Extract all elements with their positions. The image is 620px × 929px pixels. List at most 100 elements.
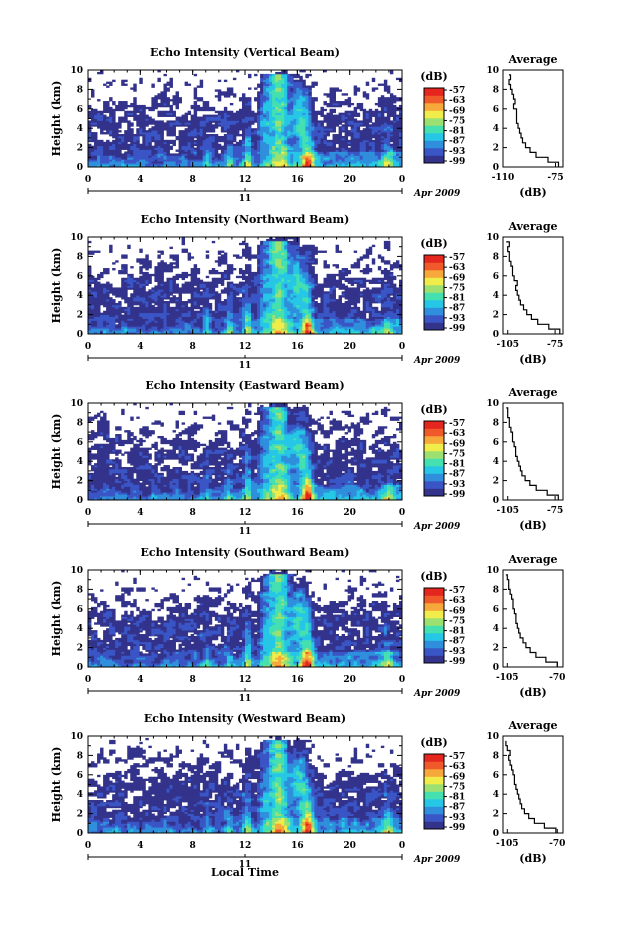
heatmap-cell — [287, 108, 291, 112]
heatmap-cell — [187, 153, 192, 156]
heatmap-cell — [245, 134, 249, 137]
heatmap-cell — [238, 110, 243, 114]
heatmap-cell — [281, 134, 285, 137]
heatmap-cell — [121, 163, 125, 166]
heatmap-cell — [157, 120, 161, 123]
heatmap-cell — [269, 112, 273, 116]
heatmap-cell — [260, 89, 264, 92]
heatmap-cell — [290, 81, 294, 84]
heatmap-cell — [235, 120, 240, 123]
heatmap-cell — [130, 293, 134, 296]
heatmap-cell — [130, 155, 134, 158]
heatmap-cell — [245, 132, 249, 135]
heatmap-cell — [290, 93, 294, 96]
heatmap-cell — [115, 137, 119, 141]
heatmap-cell — [169, 122, 173, 125]
heatmap-cell — [160, 155, 164, 158]
heatmap-cell — [266, 149, 270, 152]
heatmap-cell — [94, 157, 98, 160]
heatmap-cell — [199, 155, 204, 158]
heatmap-cell — [190, 126, 195, 129]
heatmap-cell — [266, 85, 270, 88]
heatmap-cell — [275, 73, 279, 77]
heatmap-cell — [208, 122, 213, 125]
heatmap-cell — [127, 165, 131, 168]
heatmap-cell — [124, 157, 128, 160]
heatmap-cell — [272, 139, 276, 143]
heatmap-cell — [226, 139, 231, 143]
heatmap-cell — [106, 110, 110, 114]
heatmap-cell — [275, 101, 279, 104]
heatmap-cell — [214, 159, 219, 162]
heatmap-cell — [284, 71, 288, 75]
heatmap-cell — [202, 104, 207, 108]
heatmap-cell — [205, 135, 210, 139]
heatmap-cell — [284, 120, 288, 123]
heatmap-cell — [193, 163, 198, 166]
heatmap-cell — [145, 137, 149, 141]
heatmap-cell — [241, 157, 246, 160]
heatmap-cell — [245, 110, 249, 114]
heatmap-cell — [175, 95, 179, 98]
heatmap-cell — [263, 124, 267, 127]
heatmap-cell — [341, 101, 346, 104]
heatmap-cell — [229, 153, 234, 156]
heatmap-cell — [241, 135, 246, 139]
heatmap-cell — [269, 135, 273, 139]
heatmap-cell — [115, 106, 119, 110]
heatmap-cell — [296, 135, 300, 139]
heatmap-cell — [269, 89, 273, 92]
heatmap-cell — [139, 165, 143, 168]
heatmap-cell — [145, 132, 149, 135]
heatmap-cell — [208, 124, 213, 127]
heatmap-cell — [148, 118, 152, 121]
x-tick-label: 20 — [343, 175, 356, 185]
heatmap-cell — [139, 110, 143, 114]
heatmap-cell — [275, 112, 279, 116]
heatmap-cell — [109, 244, 113, 248]
heatmap-cell — [196, 104, 201, 108]
heatmap-cell — [133, 83, 137, 86]
heatmap-cell — [220, 149, 225, 152]
heatmap-cell — [251, 134, 255, 137]
heatmap-cell — [226, 112, 231, 116]
heatmap-cell — [148, 106, 152, 110]
heatmap-cell — [284, 70, 288, 73]
heatmap-cell — [293, 124, 297, 127]
heatmap-cell — [172, 132, 176, 135]
heatmap-cell — [344, 93, 349, 96]
heatmap-cell — [184, 122, 189, 125]
heatmap-cell — [275, 130, 279, 133]
heatmap-cell — [109, 118, 113, 121]
heatmap-cell — [220, 124, 225, 127]
heatmap-cell — [124, 112, 128, 116]
heatmap-cell — [199, 291, 204, 294]
heatmap-cell — [226, 135, 231, 139]
heatmap-cell — [266, 116, 270, 119]
heatmap-cell — [142, 104, 146, 108]
heatmap-cell — [281, 163, 285, 166]
heatmap-cell — [296, 159, 300, 162]
heatmap-cell — [163, 85, 167, 88]
heatmap-cell — [148, 159, 152, 162]
heatmap-cell — [196, 139, 201, 143]
heatmap-cell — [226, 155, 231, 158]
heatmap-cell — [169, 130, 173, 133]
heatmap-cell — [260, 155, 264, 158]
heatmap-cell — [272, 163, 276, 166]
heatmap-cell — [293, 114, 297, 117]
heatmap-cell — [151, 126, 155, 129]
heatmap-cell — [202, 145, 207, 148]
heatmap-cell — [178, 273, 182, 277]
heatmap-cell — [272, 145, 276, 148]
heatmap-cell — [121, 143, 125, 147]
heatmap-cell — [193, 116, 198, 119]
heatmap-cell — [196, 108, 201, 112]
heatmap-cell — [94, 159, 98, 162]
heatmap-cell — [112, 128, 116, 131]
heatmap-cell — [263, 104, 267, 108]
heatmap-cell — [245, 165, 249, 168]
heatmap-cell — [205, 161, 210, 164]
heatmap-cell — [217, 139, 222, 143]
heatmap-cell — [124, 118, 128, 121]
